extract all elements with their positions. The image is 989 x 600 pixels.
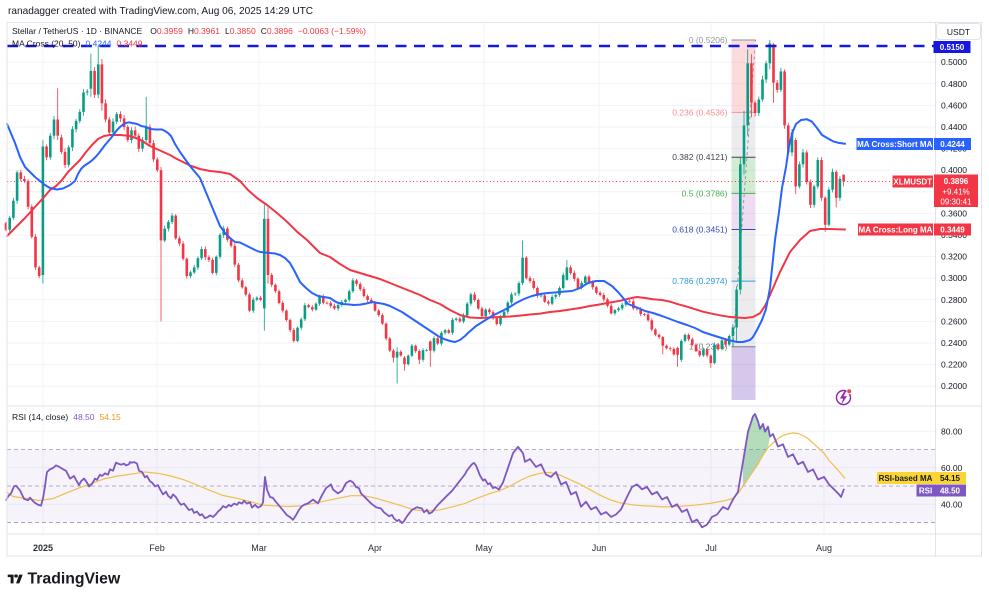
svg-text:XLMUSDT: XLMUSDT [893,178,932,187]
svg-text:0.5150: 0.5150 [940,43,965,52]
svg-text:0 (0.5206): 0 (0.5206) [689,35,728,45]
svg-text:RSI: RSI [919,487,932,496]
svg-text:0.2600: 0.2600 [941,316,967,326]
svg-text:Feb: Feb [149,543,165,553]
svg-text:RSI-based MA: RSI-based MA [879,474,933,483]
svg-text:ranadagger created with Tradin: ranadagger created with TradingView.com,… [8,6,313,17]
svg-text:0.4600: 0.4600 [941,100,967,110]
svg-text:TradingView: TradingView [28,570,121,587]
svg-text:09:30:41: 09:30:41 [940,198,972,207]
svg-text:0.5000: 0.5000 [941,57,967,67]
svg-text:Jun: Jun [592,543,607,553]
svg-text:48.50: 48.50 [940,487,961,496]
svg-text:MA Cross:Short MA: MA Cross:Short MA [857,140,932,149]
svg-text:0.382 (0.4121): 0.382 (0.4121) [672,152,727,162]
svg-text:0.5 (0.3786): 0.5 (0.3786) [682,188,728,198]
svg-text:40.00: 40.00 [941,499,963,509]
svg-text:Jul: Jul [705,543,717,553]
svg-text:0.4000: 0.4000 [941,165,967,175]
svg-text:Stellar / TetherUS · 1D · BINA: Stellar / TetherUS · 1D · BINANCE O0.3959… [12,26,366,36]
svg-text:0.2800: 0.2800 [941,295,967,305]
svg-text:Mar: Mar [251,543,267,553]
svg-text:+9.41%: +9.41% [942,188,969,197]
svg-text:Apr: Apr [368,543,382,553]
svg-text:0.2000: 0.2000 [941,381,967,391]
svg-text:May: May [475,543,493,553]
svg-text:0.618 (0.3451): 0.618 (0.3451) [672,225,727,235]
svg-text:60.00: 60.00 [941,463,963,473]
svg-text:MA Cross:Long MA: MA Cross:Long MA [859,226,933,235]
svg-text:0.2200: 0.2200 [941,360,967,370]
svg-text:0.3200: 0.3200 [941,252,967,262]
svg-text:Aug: Aug [816,543,832,553]
svg-text:0.3600: 0.3600 [941,208,967,218]
svg-text:0.786 (0.2974): 0.786 (0.2974) [672,276,727,286]
svg-text:0.236 (0.4536): 0.236 (0.4536) [672,107,727,117]
svg-text:1 (0.2366): 1 (0.2366) [689,342,728,352]
svg-text:USDT: USDT [947,27,970,37]
svg-text:54.15: 54.15 [940,474,961,483]
svg-text:0.2400: 0.2400 [941,338,967,348]
svg-text:0.4400: 0.4400 [941,122,967,132]
svg-text:0.3000: 0.3000 [941,273,967,283]
svg-text:0.3896: 0.3896 [944,177,969,186]
svg-text:0.3449: 0.3449 [940,226,965,235]
svg-text:80.00: 80.00 [941,426,963,436]
svg-text:2025: 2025 [33,543,53,553]
svg-text:0.4244: 0.4244 [940,140,965,149]
svg-text:0.4800: 0.4800 [941,79,967,89]
